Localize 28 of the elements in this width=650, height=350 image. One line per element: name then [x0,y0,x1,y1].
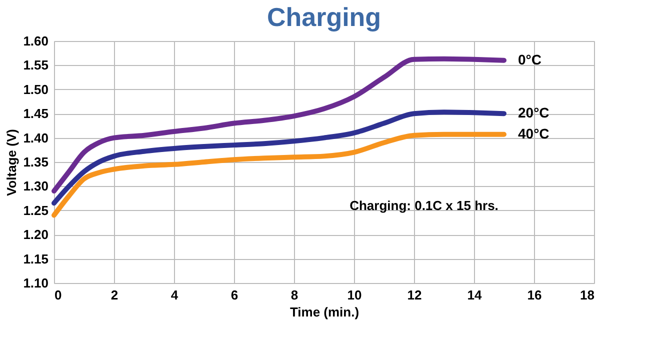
series-label: 20°C [518,104,550,121]
y-tick-label: 1.30 [23,178,48,194]
series-label: 0°C [518,51,542,68]
y-axis-title: Voltage (V) [4,129,20,196]
x-tick-label: 12 [407,288,422,302]
y-tick-label: 1.15 [23,251,48,266]
x-tick-label: 2 [110,288,118,302]
y-tick-label: 1.60 [23,34,48,48]
y-tick-label: 1.55 [23,58,48,73]
x-tick-label: 18 [580,288,594,302]
series-label: 40°C [518,125,550,142]
y-tick-label: 1.40 [23,130,48,146]
x-axis-title: Time (min.) [290,304,360,320]
y-tick-label: 1.10 [23,276,48,290]
y-tick-label: 1.50 [23,82,48,97]
x-tick-label: 10 [347,288,362,302]
x-tick-label: 0 [54,288,62,302]
x-tick-label: 6 [230,288,238,302]
chart-title: Charging [266,2,382,32]
y-tick-label: 1.35 [23,154,48,170]
x-tick-label: 4 [170,288,179,302]
y-tick-label: 1.20 [23,227,48,242]
x-tick-label: 16 [527,288,542,302]
x-tick-label: 14 [467,288,482,302]
y-tick-label: 1.45 [23,106,48,122]
x-tick-label: 8 [290,288,298,302]
y-tick-label: 1.25 [23,202,48,218]
annotation: Charging: 0.1C x 15 hrs. [350,198,498,213]
